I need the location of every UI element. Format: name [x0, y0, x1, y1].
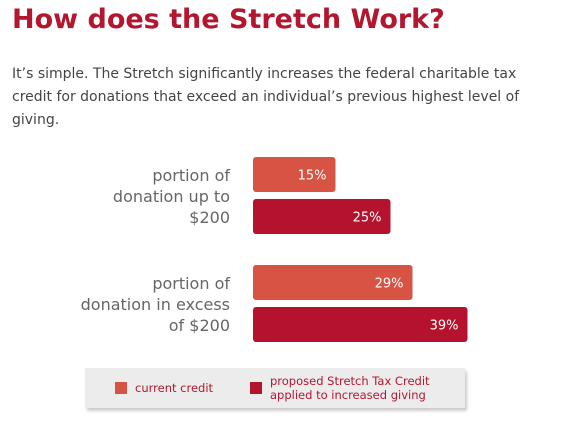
legend-swatch [115, 382, 127, 394]
legend-label: proposed Stretch Tax Credit applied to i… [270, 374, 430, 402]
legend-swatch [250, 382, 262, 394]
category-label: portion of donation up to $200 [112, 166, 230, 227]
subtitle: It’s simple. The Stretch significantly i… [12, 66, 520, 128]
legend: current credit proposed Stretch Tax Credi… [85, 368, 465, 408]
bar [253, 265, 413, 300]
bar [253, 199, 391, 234]
category-label: portion of donation in excess of $200 [80, 274, 230, 335]
legend-item: current credit [115, 368, 213, 408]
chart-title: How does the Stretch Work? [12, 4, 445, 35]
legend-item: proposed Stretch Tax Credit applied to i… [250, 368, 440, 408]
bar [253, 157, 336, 192]
value-label: 25% [353, 211, 382, 226]
bar [253, 307, 468, 342]
value-label: 15% [298, 169, 327, 184]
value-label: 29% [375, 277, 404, 292]
value-label: 39% [430, 319, 459, 334]
legend-label: current credit [135, 381, 214, 395]
